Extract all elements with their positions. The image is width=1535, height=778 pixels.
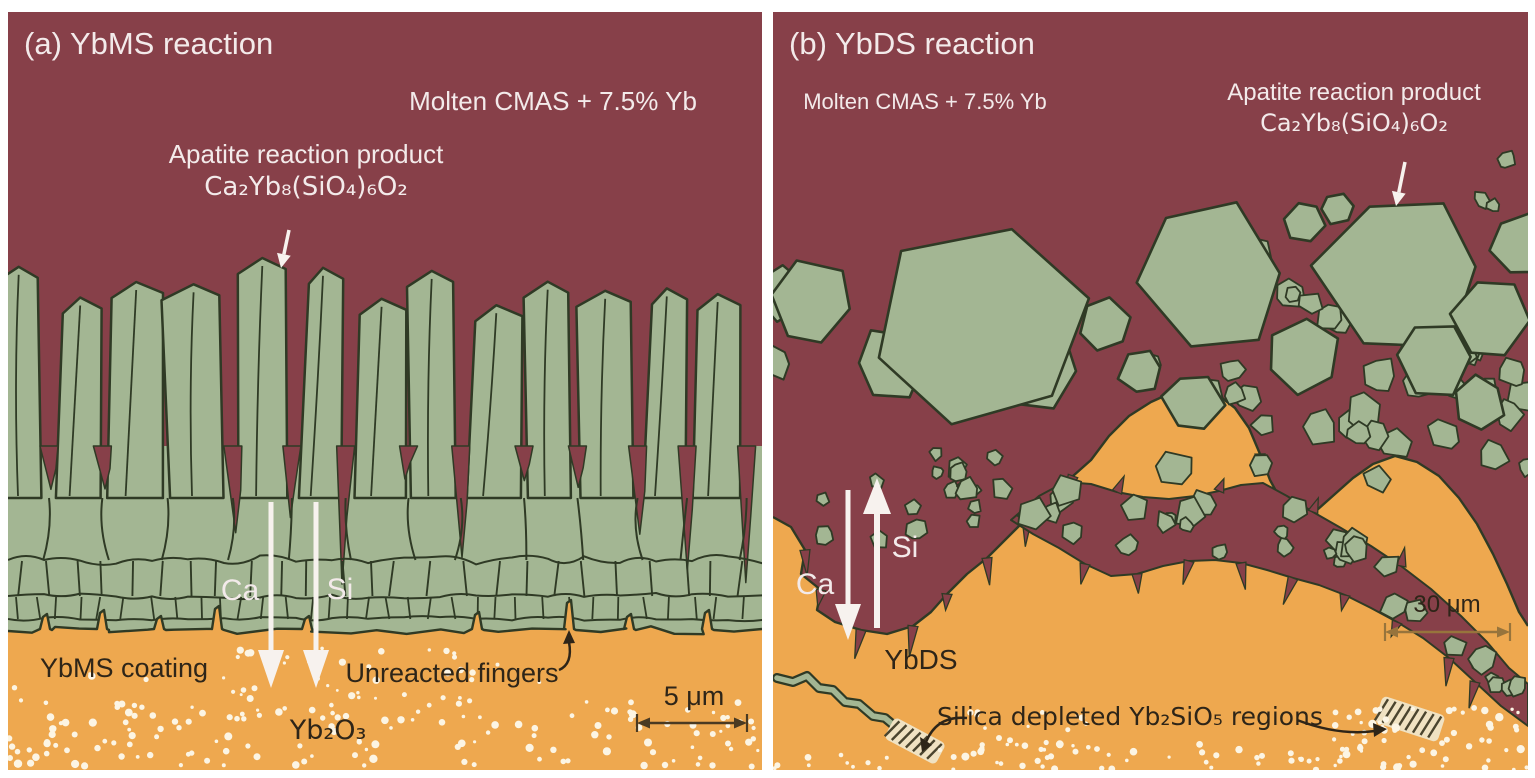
ybds-coating-region (773, 386, 1528, 770)
large-apatite-crystals (773, 192, 1528, 431)
apatite-label-line2-b: Ca₂Yb₈(SiO₄)₆O₂ (1260, 109, 1448, 137)
panel-b-illustration (773, 12, 1528, 770)
apatite-product-label-a: Apatite reaction product Ca₂Yb₈(SiO₄)₆O₂ (169, 138, 444, 203)
scale-bar-label-a: 5 μm (663, 681, 725, 711)
unreacted-fingers-pointer-arrow (558, 630, 575, 672)
silica-depleted-label: Silica depleted Yb₂SiO₅ regions (937, 702, 1323, 731)
apatite-pointer-arrow-a (277, 229, 291, 268)
scale-bar-label-b: 30 μm (1413, 591, 1481, 618)
scale-bar-b (1383, 623, 1512, 641)
apatite-columnar-crystals (8, 256, 742, 500)
apatite-label-line1-a: Apatite reaction product (168, 139, 444, 169)
ybms-coating-label: YbMS coating (39, 653, 209, 683)
yb2o3-precipitate-dots-b (773, 705, 1528, 770)
panel-a-title: (a) YbMS reaction (24, 26, 274, 61)
apatite-product-label-b: Apatite reaction product Ca₂Yb₈(SiO₄)₆O₂ (1227, 78, 1481, 138)
panel-a-illustration (8, 12, 762, 770)
scale-bar-a (635, 714, 749, 732)
silica-depleted-pointer-right (1296, 718, 1387, 737)
apatite-label-line1-b: Apatite reaction product (1227, 79, 1481, 106)
cmas-melt-channels (39, 445, 757, 585)
diffusion-arrows-a (258, 502, 329, 688)
diffusion-arrows-b (835, 478, 891, 640)
si-diffusion-label-a: Si (326, 573, 354, 606)
hatched-silica-depleted-region (883, 718, 945, 764)
panel-b-title: (b) YbDS reaction (789, 26, 1035, 61)
silica-depleted-pointer-left (920, 716, 968, 752)
ca-diffusion-label-b: Ca (795, 568, 835, 601)
apatite-pointer-arrow-b (1391, 161, 1407, 206)
unreacted-fingers-label: Unreacted fingers (345, 658, 559, 688)
yb2o3-precipitate-dots (8, 646, 760, 770)
apatite-label-line2-a: Ca₂Yb₈(SiO₄)₆O₂ (204, 171, 408, 202)
molten-cmas-label-a: Molten CMAS + 7.5% Yb (409, 86, 697, 116)
figure-panel-b: (b) YbDS reaction Molten CMAS + 7.5% Yb … (773, 12, 1528, 770)
silicate-vein (773, 671, 914, 741)
ytterbia-oxide-label: Yb₂O₃ (289, 715, 367, 746)
grain-boundaries (8, 497, 762, 623)
ybds-coating-label: YbDS (884, 644, 958, 675)
ca-diffusion-label-a: Ca (220, 574, 260, 607)
figure-panel-a: (a) YbMS reaction Molten CMAS + 7.5% Yb … (8, 12, 762, 770)
molten-cmas-label-b: Molten CMAS + 7.5% Yb (803, 89, 1047, 114)
si-diffusion-label-b: Si (891, 531, 919, 564)
